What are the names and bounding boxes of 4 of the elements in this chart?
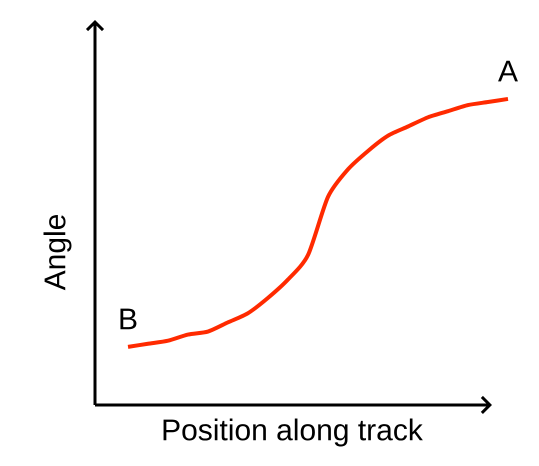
y-axis-title: Angle bbox=[44, 214, 72, 290]
annotation: B bbox=[120, 308, 136, 330]
annotation: A bbox=[498, 60, 518, 82]
x-axis-title: Position along track bbox=[164, 418, 423, 446]
